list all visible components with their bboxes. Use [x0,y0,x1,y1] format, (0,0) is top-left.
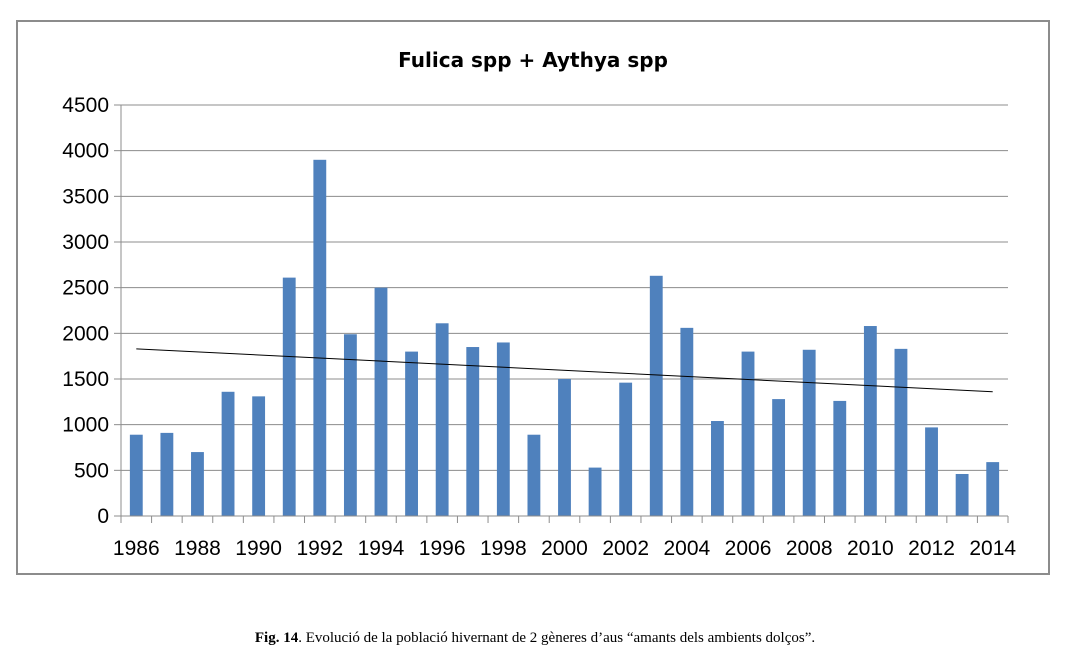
bar-2006 [741,351,755,516]
bar-1997 [466,347,480,516]
x-tick-label: 2010 [847,537,894,560]
bar-2001 [588,467,602,516]
bar-1986 [129,434,143,516]
bar-1988 [191,452,204,516]
chart-title: Fulica spp + Aythya spp [398,48,668,72]
x-tick-label: 1994 [358,537,405,560]
y-tick-label: 4000 [62,140,109,163]
bar-2008 [802,349,816,516]
y-tick-label: 4500 [62,94,109,117]
gridlines [121,104,1008,471]
y-tick-label: 2000 [62,322,109,345]
bar-1998 [496,342,510,516]
bars [129,159,1000,517]
bar-2013 [955,473,969,516]
axes [114,104,1009,523]
bar-2000 [558,379,571,516]
bar-1990 [252,396,266,516]
bar-1991 [282,277,296,516]
bar-2012 [925,427,938,516]
x-tick-label: 1992 [296,537,343,560]
x-tick-label: 2012 [908,537,955,560]
x-tick-label: 1988 [174,537,221,560]
bar-1999 [527,434,541,516]
chart-frame: Fulica spp + Aythya spp 0 500 1000 1500 2000… [16,20,1050,575]
bar-1989 [221,391,235,516]
bar-2002 [619,382,633,516]
x-tick-label: 2004 [663,537,710,560]
x-tick-label: 2008 [786,537,833,560]
figure-caption: Fig. 14. Evolució de la població hiverna… [0,630,1070,647]
bar-chart: Fulica spp + Aythya spp 0 500 1000 1500 2000… [62,48,1016,560]
trendline [136,348,993,393]
x-tick-label: 2000 [541,537,588,560]
x-tick-label: 2002 [602,537,649,560]
y-tick-label: 0 [97,505,109,528]
bar-1995 [405,351,418,516]
bar-2005 [711,421,724,516]
tick-labels: 0 500 1000 1500 2000 2500 3000 3500 4000 4500 1986… [62,94,1016,560]
bar-2010 [863,326,877,516]
x-tick-label: 2006 [725,537,772,560]
x-tick-label: 1998 [480,537,527,560]
caption-label: Fig. 14 [254,630,299,646]
x-tick-label: 1996 [419,537,466,560]
bar-1993 [343,334,357,516]
bar-2011 [894,348,908,516]
x-tick-label: 1986 [113,537,160,560]
bar-1992 [313,159,327,517]
trendline-layer [136,348,993,393]
caption-text: . Evolució de la població hivernant de 2… [298,630,816,646]
bar-2009 [833,400,847,516]
bar-2003 [649,275,663,516]
x-tick-label: 2014 [969,537,1016,560]
y-tick-label: 3000 [62,231,109,254]
bar-2014 [986,462,1000,516]
y-tick-label: 2500 [62,277,109,300]
bar-2004 [680,327,694,516]
y-tick-label: 500 [74,459,109,482]
bar-1996 [435,323,449,516]
y-tick-label: 1500 [62,368,109,391]
bar-1987 [160,432,174,516]
bar-1994 [374,287,388,516]
x-tick-label: 1990 [235,537,282,560]
bar-2007 [772,399,786,516]
y-tick-label: 1000 [62,414,109,437]
y-tick-label: 3500 [62,185,109,208]
